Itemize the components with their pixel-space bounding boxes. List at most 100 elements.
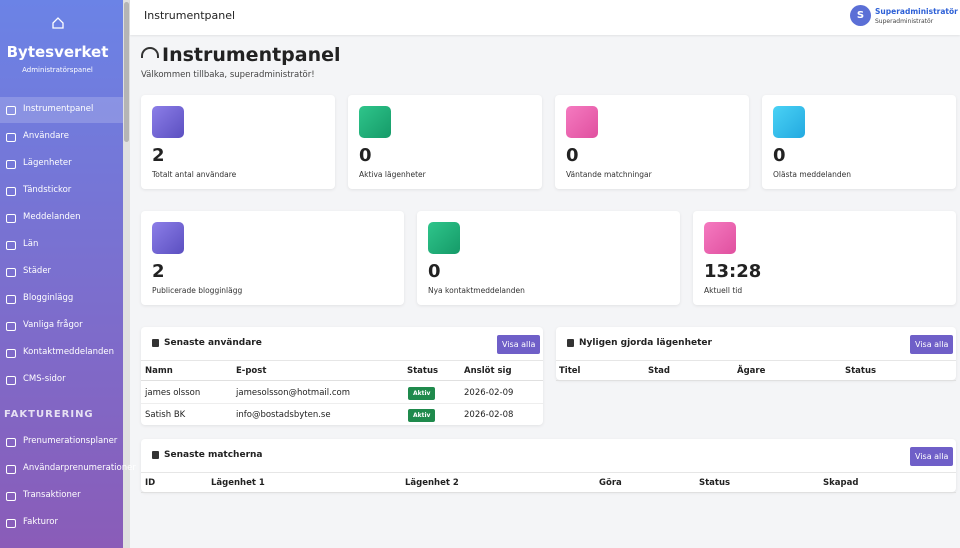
nav-icon xyxy=(6,438,16,447)
view-all-button[interactable]: Visa alla xyxy=(910,335,954,354)
brand-subtitle: Administratörspanel xyxy=(22,66,93,74)
nav-link[interactable]: Län xyxy=(23,239,39,249)
stat-card: 2 Publicerade blogginlägg xyxy=(141,211,404,305)
nav-link[interactable]: Kontaktmeddelanden xyxy=(23,347,115,357)
panel: Senaste matcherna Visa alla ID Lägenhet 1 Lä… xyxy=(141,439,956,493)
nav-icon xyxy=(6,241,16,250)
stat-icon xyxy=(428,222,460,254)
stat-icon xyxy=(773,106,805,138)
stat-icon xyxy=(152,222,184,254)
column-header: Titel xyxy=(559,366,581,376)
user-name[interactable]: Superadministratör xyxy=(875,7,958,16)
nav-link[interactable]: Användarprenumerationer xyxy=(23,463,136,473)
nav-link[interactable]: Fakturor xyxy=(23,517,58,527)
panel-title: Senaste användare xyxy=(164,338,262,348)
nav-link[interactable]: Städer xyxy=(23,266,52,276)
stat-card: 0 Aktiva lägenheter xyxy=(348,95,542,189)
stat-icon xyxy=(152,106,184,138)
column-header: Lägenhet 1 xyxy=(211,478,265,488)
stat-card: 0 Väntande matchningar xyxy=(555,95,749,189)
nav-icon xyxy=(6,492,16,501)
stat-label: Väntande matchningar xyxy=(566,170,652,179)
row-divider xyxy=(141,403,543,404)
nav-link[interactable]: CMS-sidor xyxy=(23,374,66,384)
panel: Nyligen gjorda lägenheter Visa alla Titel S… xyxy=(556,327,956,381)
nav-link[interactable]: Transaktioner xyxy=(23,490,81,500)
nav-section-heading: FAKTURERING xyxy=(4,409,94,420)
view-all-button[interactable]: Visa alla xyxy=(497,335,541,354)
panel-title: Nyligen gjorda lägenheter xyxy=(579,338,712,348)
column-header: E-post xyxy=(236,366,267,376)
nav-link[interactable]: Meddelanden xyxy=(23,212,81,222)
stat-label: Totalt antal användare xyxy=(152,170,237,179)
scrollbar xyxy=(123,0,130,548)
topbar xyxy=(130,0,960,35)
stat-value: 2 xyxy=(152,261,165,282)
nav-link[interactable]: Prenumerationsplaner xyxy=(23,436,118,446)
nav-icon xyxy=(6,268,16,277)
column-header: Skapad xyxy=(823,478,859,488)
stat-value: 0 xyxy=(428,261,441,282)
welcome-text: Välkommen tillbaka, superadministratör! xyxy=(141,70,315,80)
stat-label: Nya kontaktmeddelanden xyxy=(428,286,525,295)
nav-icon xyxy=(6,214,16,223)
nav-icon xyxy=(6,160,16,169)
nav-icon xyxy=(6,322,16,331)
stat-value: 13:28 xyxy=(704,261,762,282)
page-title: Instrumentpanel xyxy=(162,44,341,66)
nav-icon xyxy=(6,106,16,115)
stat-label: Aktiva lägenheter xyxy=(359,170,426,179)
nav-link[interactable]: Instrumentpanel xyxy=(23,104,94,114)
column-header: Namn xyxy=(145,366,173,376)
nav-link[interactable]: Blogginlägg xyxy=(23,293,74,303)
divider xyxy=(556,380,956,381)
stat-icon xyxy=(704,222,736,254)
column-header: Status xyxy=(699,478,731,488)
nav-icon xyxy=(6,376,16,385)
column-header: Stad xyxy=(648,366,671,376)
stat-label: Publicerade blogginlägg xyxy=(152,286,243,295)
nav-link[interactable]: Användare xyxy=(23,131,69,141)
stat-value: 0 xyxy=(359,145,372,166)
nav-icon xyxy=(6,187,16,196)
view-all-button[interactable]: Visa alla xyxy=(910,447,954,466)
divider xyxy=(141,492,956,493)
table-cell: 2026-02-09 xyxy=(464,388,514,398)
stat-value: 0 xyxy=(566,145,579,166)
divider xyxy=(556,360,956,361)
status-badge: Aktiv xyxy=(408,387,436,400)
table-cell: info@bostadsbyten.se xyxy=(236,410,331,420)
column-header: Göra xyxy=(599,478,622,488)
stat-card: 2 Totalt antal användare xyxy=(141,95,335,189)
dashboard-icon xyxy=(141,47,159,58)
nav-icon xyxy=(6,349,16,358)
divider xyxy=(141,380,543,381)
nav-link[interactable]: Lägenheter xyxy=(23,158,72,168)
home-icon[interactable] xyxy=(51,16,65,30)
stat-icon xyxy=(359,106,391,138)
column-header: Status xyxy=(407,366,439,376)
status-badge: Aktiv xyxy=(408,409,436,422)
stat-card: 13:28 Aktuell tid xyxy=(693,211,956,305)
nav-icon xyxy=(6,133,16,142)
stat-label: Olästa meddelanden xyxy=(773,170,852,179)
panel: Senaste användare Visa alla Namn E-post Stat… xyxy=(141,327,543,425)
nav-link[interactable]: Tändstickor xyxy=(23,185,72,195)
table-cell: Satish BK xyxy=(145,410,186,420)
nav-icon xyxy=(6,295,16,304)
stat-label: Aktuell tid xyxy=(704,286,743,295)
brand: Bytesverket xyxy=(6,43,109,61)
sidebar xyxy=(0,0,123,548)
nav-icon xyxy=(6,519,16,528)
nav-active xyxy=(0,97,123,123)
avatar[interactable]: S xyxy=(850,5,871,26)
column-header: Ägare xyxy=(737,366,766,376)
table-cell: 2026-02-08 xyxy=(464,410,514,420)
column-header: Status xyxy=(845,366,877,376)
table-cell: james olsson xyxy=(145,388,201,398)
nav-link[interactable]: Vanliga frågor xyxy=(23,320,83,330)
panel-icon xyxy=(567,339,574,347)
topbar-title: Instrumentpanel xyxy=(144,9,236,22)
panel-icon xyxy=(152,339,159,347)
